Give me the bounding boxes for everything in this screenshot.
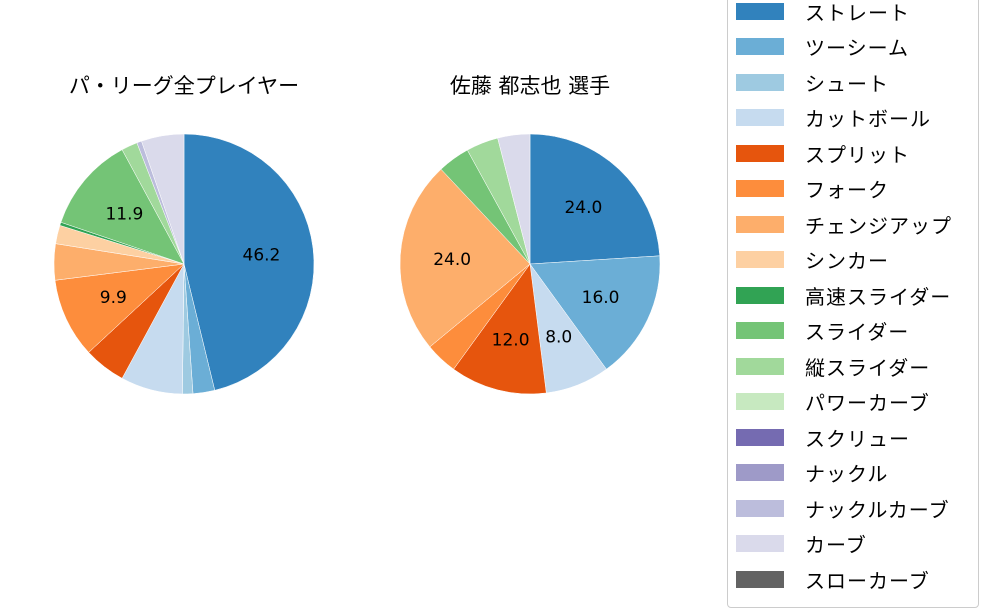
legend-item: スプリット <box>736 141 910 167</box>
legend-label: シンカー <box>805 249 889 273</box>
legend-item: スライダー <box>736 319 910 344</box>
legend-swatch <box>736 393 784 410</box>
legend-label: 高速スライダー <box>805 284 952 309</box>
legend-swatch <box>736 286 784 304</box>
legend-swatch <box>736 109 784 126</box>
slice-value-label: 24.0 <box>433 250 471 270</box>
legend-swatch <box>736 38 784 55</box>
legend-item: 縦スライダー <box>736 354 931 380</box>
legend-label: スライダー <box>805 320 910 344</box>
slice-value-label: 24.0 <box>564 198 602 218</box>
legend-item: シンカー <box>736 248 889 273</box>
pie-slice <box>399 168 531 348</box>
legend-swatch <box>736 251 784 268</box>
pie-slice <box>529 255 661 370</box>
slice-value-label: 46.2 <box>243 246 281 266</box>
legend-item: ナックル <box>736 461 889 486</box>
legend-label: カットボール <box>805 107 931 131</box>
right-chart-title: 佐藤 都志也 選手 <box>449 74 611 98</box>
legend-item: ストレート <box>736 0 910 25</box>
legend-label: ナックル <box>805 462 889 486</box>
legend-item: チェンジアップ <box>736 212 952 238</box>
legend-swatch <box>736 322 784 339</box>
legend-label: ツーシーム <box>805 36 909 60</box>
legend-label: カーブ <box>805 533 867 557</box>
legend-item: シュート <box>736 70 889 96</box>
legend-label: パワーカーブ <box>805 391 930 415</box>
left-chart-title: パ・リーグ全プレイヤー <box>68 74 300 98</box>
slice-value-label: 12.0 <box>492 331 530 351</box>
legend-label: 縦スライダー <box>805 355 931 380</box>
legend-label: スプリット <box>805 142 910 167</box>
legend-label: スローカーブ <box>805 568 930 593</box>
legend-swatch <box>736 464 784 481</box>
legend-swatch <box>736 144 784 162</box>
legend-item: カットボール <box>736 106 931 131</box>
pie-slice <box>529 133 661 265</box>
slice-value-label: 8.0 <box>545 328 572 348</box>
legend-item: ナックルカーブ <box>736 496 950 522</box>
legend-swatch <box>736 499 784 517</box>
legend-swatch <box>736 2 784 20</box>
pie-slice <box>183 133 315 391</box>
pie-charts: 46.2 9.9 11.9 24.0 16.0 8.0 12.0 24.0 <box>53 133 661 395</box>
legend-label: ストレート <box>805 0 910 25</box>
legend-item: カーブ <box>736 532 867 557</box>
player-pie: 24.0 16.0 8.0 12.0 24.0 <box>399 133 661 395</box>
league-pie: 46.2 9.9 11.9 <box>53 133 315 395</box>
legend-swatch <box>736 73 784 91</box>
legend-label: ナックルカーブ <box>805 497 950 522</box>
legend-swatch <box>736 570 784 588</box>
pie-slice <box>453 263 547 395</box>
legend-item: パワーカーブ <box>736 390 930 415</box>
legend-item: 高速スライダー <box>736 283 952 309</box>
legend-label: チェンジアップ <box>805 213 952 238</box>
legend-swatch <box>736 535 784 552</box>
slice-value-label: 9.9 <box>100 288 127 308</box>
legend-item: フォーク <box>736 177 889 202</box>
pie-slice <box>497 133 531 265</box>
pie-slice <box>141 133 185 265</box>
legend-swatch <box>736 215 784 233</box>
legend: ストレートツーシームシュートカットボール スプリットフォークチェンジアップ シンカー… <box>727 0 979 608</box>
pie-slice <box>60 149 185 265</box>
legend-item: ツーシーム <box>736 35 909 60</box>
legend-swatch <box>736 357 784 375</box>
legend-label: スクリュー <box>805 426 910 451</box>
legend-label: フォーク <box>805 178 889 202</box>
pie-slice <box>54 263 185 353</box>
legend-label: シュート <box>805 71 889 96</box>
legend-item: スクリュー <box>736 425 910 451</box>
legend-swatch <box>736 180 784 197</box>
legend-item: スローカーブ <box>736 567 930 593</box>
slice-value-label: 16.0 <box>582 288 620 308</box>
slice-value-label: 11.9 <box>105 205 143 225</box>
legend-swatch <box>736 428 784 446</box>
